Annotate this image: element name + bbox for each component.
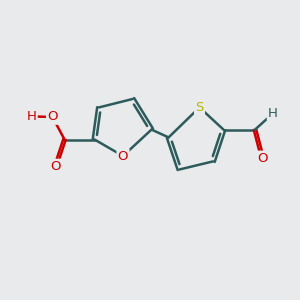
Text: S: S <box>195 101 204 114</box>
Text: O: O <box>118 149 128 163</box>
Text: O: O <box>257 152 268 165</box>
Text: H: H <box>27 110 36 123</box>
Text: O: O <box>47 110 58 124</box>
Text: H: H <box>268 107 278 120</box>
Text: O: O <box>50 160 61 173</box>
